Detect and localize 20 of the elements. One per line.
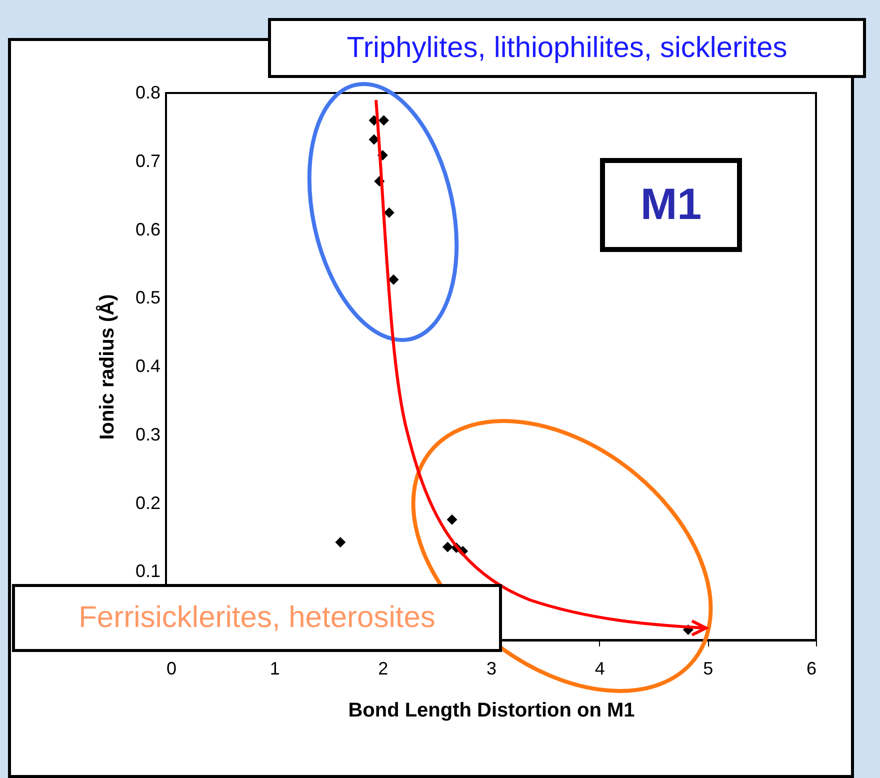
y-tick-label: 0.5 — [135, 288, 160, 308]
y-axis-title: Ionic radius (Å) — [95, 294, 118, 440]
y-tick-label: 0.3 — [135, 424, 160, 444]
y-tick-label: 0.4 — [135, 356, 160, 376]
y-tick-label: 0.1 — [135, 561, 160, 582]
y-tick-label: 0.2 — [135, 492, 160, 513]
x-tick-label: 0 — [166, 658, 177, 678]
text-box: Ferrisicklerites, heterosites — [12, 584, 502, 652]
x-tick-label: 5 — [703, 658, 714, 678]
text-box: M1 — [600, 158, 742, 252]
x-axis-title: Bond Length Distortion on M1 — [348, 700, 635, 722]
x-tick-label: 6 — [806, 658, 816, 678]
y-tick-label: 0.7 — [135, 150, 160, 171]
text-box: Triphylites, lithiophilites, sicklerites — [268, 18, 866, 78]
x-tick-label: 1 — [270, 658, 280, 678]
y-tick-label: 0.6 — [135, 219, 160, 240]
x-tick-label: 2 — [378, 658, 388, 678]
y-tick-label: 0.8 — [135, 82, 160, 102]
x-tick-label: 3 — [486, 658, 497, 678]
x-tick-label: 4 — [594, 658, 605, 678]
